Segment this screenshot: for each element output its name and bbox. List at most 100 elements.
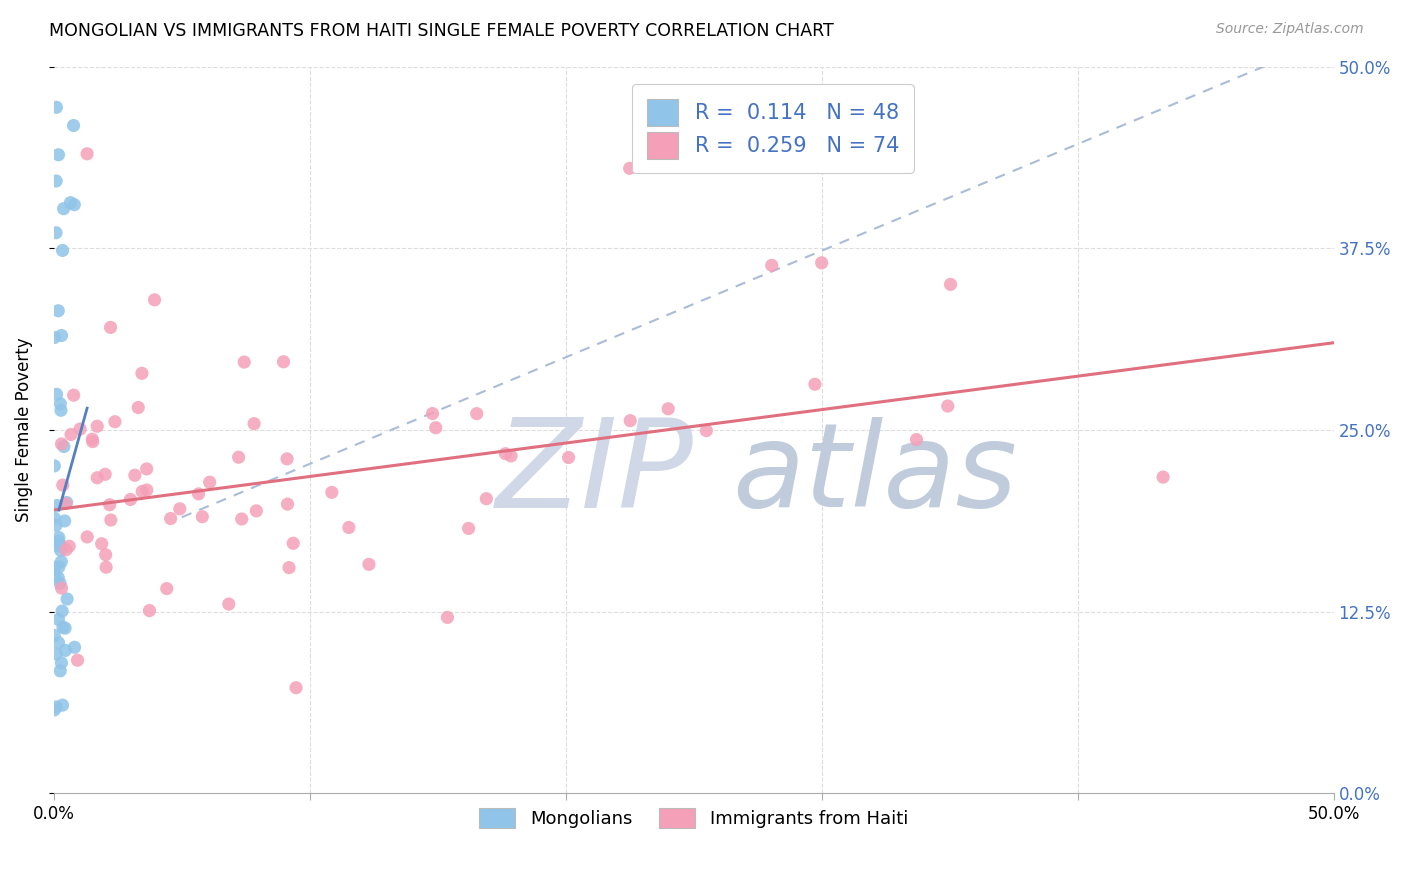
Point [276,497,298,511]
Point [48,635,70,649]
Point [425,421,447,435]
Point [457,521,479,535]
Point [82,434,104,449]
Point [131,484,153,499]
Point [936,399,959,413]
Point [63,197,86,211]
Point [44,330,66,344]
Point [100,513,122,527]
Point [49,403,72,417]
Point [58,539,80,553]
Point [94,548,117,562]
Point [76,530,98,544]
Point [55,497,77,511]
Point [52,202,75,216]
Point [46,571,69,585]
Point [45,100,67,114]
Point [45,647,67,661]
Point [48,534,70,549]
Point [143,293,166,307]
Point [233,355,256,369]
Point [337,520,360,534]
Point [475,491,498,506]
Point [76,146,98,161]
Point [98,498,121,512]
Point [44,458,66,473]
Point [86,471,108,485]
Point [218,597,240,611]
Point [45,700,67,714]
Text: atlas: atlas [733,417,1017,531]
Point [48,531,70,545]
Point [94,560,117,574]
Point [49,576,72,591]
Y-axis label: Single Female Poverty: Single Female Poverty [15,338,32,523]
Point [283,536,305,550]
Point [82,432,104,446]
Point [278,560,301,574]
Legend: Mongolians, Immigrants from Haiti: Mongolians, Immigrants from Haiti [472,801,915,835]
Point [695,424,717,438]
Point [44,628,66,642]
Point [465,407,488,421]
Point [127,401,149,415]
Point [52,478,75,492]
Point [228,450,250,465]
Point [66,653,89,667]
Point [52,244,75,258]
Point [619,161,641,176]
Point [939,277,962,292]
Point [55,495,77,509]
Point [49,397,72,411]
Point [557,450,579,465]
Point [48,612,70,626]
Point [56,592,79,607]
Point [62,119,84,133]
Point [53,643,76,657]
Point [1152,470,1174,484]
Point [49,538,72,552]
Text: ZIP: ZIP [496,413,693,534]
Point [45,538,67,552]
Point [45,226,67,240]
Point [51,604,73,618]
Point [49,543,72,558]
Point [905,433,928,447]
Point [63,640,86,655]
Point [49,664,72,678]
Point [494,447,516,461]
Point [321,485,343,500]
Point [44,511,66,525]
Point [187,487,209,501]
Point [285,681,308,695]
Point [53,514,76,528]
Point [44,560,66,574]
Point [51,437,73,451]
Point [124,468,146,483]
Point [52,440,75,454]
Point [48,560,70,574]
Point [59,195,82,210]
Point [198,475,221,490]
Point [51,555,73,569]
Point [135,462,157,476]
Point [90,537,112,551]
Point [104,415,127,429]
Point [231,512,253,526]
Point [45,499,67,513]
Point [499,449,522,463]
Point [120,492,142,507]
Point [45,518,67,533]
Point [804,377,827,392]
Point [100,320,122,334]
Point [273,355,295,369]
Point [46,303,69,318]
Point [45,174,67,188]
Point [86,419,108,434]
Point [44,567,66,582]
Point [48,147,70,161]
Point [51,581,73,595]
Point [138,604,160,618]
Point [159,511,181,525]
Point [60,427,83,442]
